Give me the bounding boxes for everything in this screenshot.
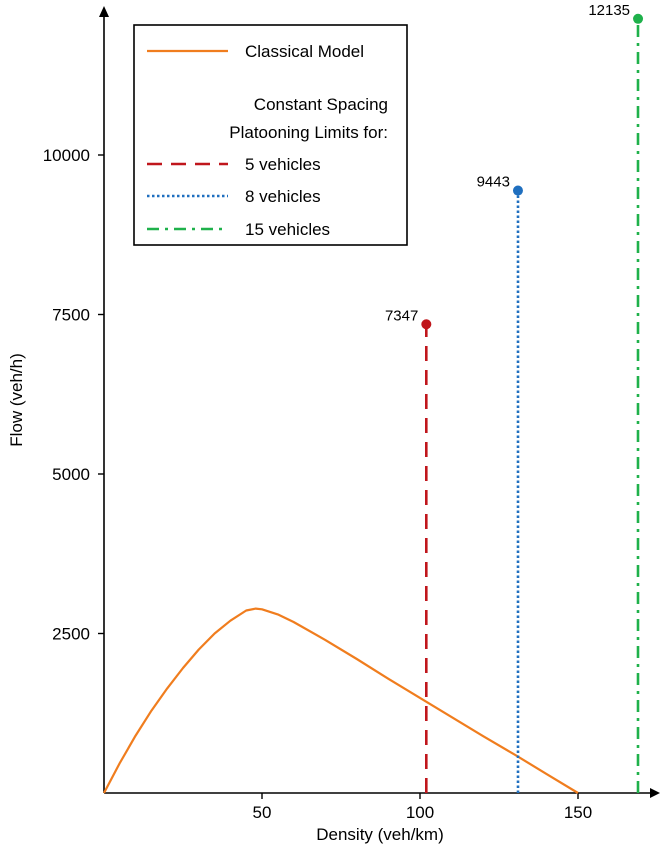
- x-axis-title: Density (veh/km): [316, 825, 444, 844]
- series-value-label-8-vehicles: 9443: [477, 174, 510, 191]
- series-line-classical-model: [103, 607, 579, 794]
- legend: Classical Model Constant Spacing Platoon…: [133, 24, 408, 246]
- series-marker-8-vehicles: [512, 185, 523, 196]
- series-value-label-15-vehicles: 12135: [588, 2, 630, 19]
- series-value-label-5-vehicles: 7347: [385, 307, 418, 324]
- legend-box: [133, 24, 408, 246]
- y-axis-arrow: [99, 6, 109, 17]
- legend-label-15-vehicles: 15 vehicles: [245, 220, 330, 239]
- y-tick-label: 7500: [52, 306, 90, 325]
- series-marker-15-vehicles: [633, 13, 644, 24]
- legend-label-8-vehicles: 8 vehicles: [245, 187, 321, 206]
- legend-label-classical: Classical Model: [245, 42, 364, 61]
- x-tick-label: 100: [406, 803, 434, 822]
- y-tick-label: 10000: [43, 146, 90, 165]
- series-marker-5-vehicles: [421, 319, 432, 330]
- x-tick-label: 150: [564, 803, 592, 822]
- legend-heading-line1: Constant Spacing: [254, 95, 388, 114]
- legend-heading-line2: Platooning Limits for:: [229, 123, 388, 142]
- legend-label-5-vehicles: 5 vehicles: [245, 155, 321, 174]
- y-tick-label: 5000: [52, 465, 90, 484]
- y-tick-label: 2500: [52, 625, 90, 644]
- x-tick-label: 50: [253, 803, 272, 822]
- y-axis-title: Flow (veh/h): [7, 353, 26, 447]
- x-axis-arrow: [650, 788, 660, 798]
